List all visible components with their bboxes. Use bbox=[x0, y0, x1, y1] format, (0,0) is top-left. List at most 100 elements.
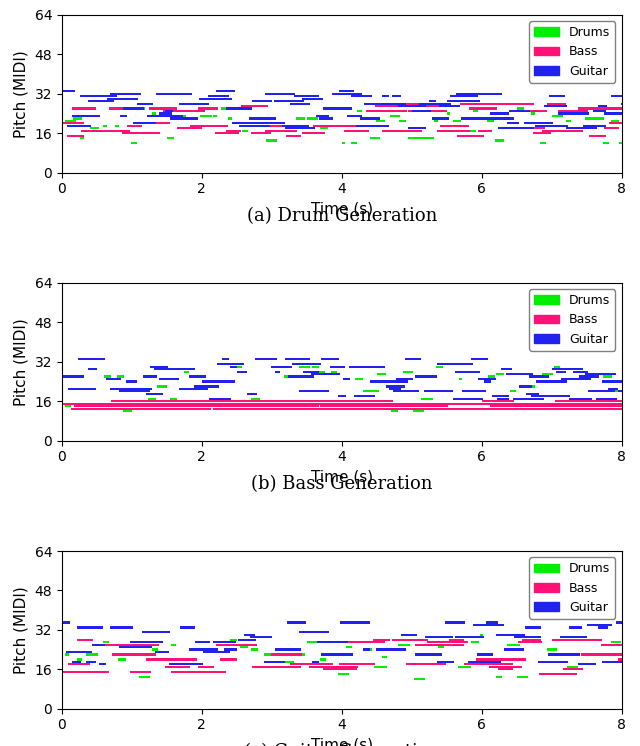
Bar bbox=[307, 641, 321, 643]
Bar bbox=[68, 388, 97, 390]
Bar bbox=[574, 405, 614, 407]
Bar bbox=[200, 115, 212, 117]
Bar bbox=[227, 380, 235, 383]
Bar bbox=[222, 358, 230, 360]
Bar bbox=[389, 388, 401, 390]
Bar bbox=[86, 661, 97, 663]
Bar bbox=[224, 648, 237, 651]
Bar bbox=[290, 102, 310, 104]
Bar bbox=[114, 388, 123, 390]
Bar bbox=[112, 653, 156, 656]
Bar bbox=[477, 378, 496, 380]
Bar bbox=[459, 403, 525, 405]
Bar bbox=[302, 403, 355, 405]
Bar bbox=[266, 140, 277, 142]
Bar bbox=[447, 100, 479, 102]
Bar bbox=[100, 405, 175, 407]
Bar bbox=[106, 378, 121, 380]
Bar bbox=[524, 122, 553, 125]
Bar bbox=[347, 115, 362, 117]
Bar bbox=[143, 375, 157, 377]
Bar bbox=[216, 644, 241, 646]
Bar bbox=[213, 641, 236, 643]
Bar bbox=[408, 403, 462, 405]
Bar bbox=[364, 403, 418, 405]
Bar bbox=[147, 115, 175, 117]
Bar bbox=[120, 390, 150, 392]
Bar bbox=[403, 371, 413, 373]
Bar bbox=[220, 658, 237, 660]
Bar bbox=[528, 639, 538, 641]
Bar bbox=[598, 400, 621, 402]
Bar bbox=[311, 98, 323, 100]
Bar bbox=[179, 388, 208, 390]
Bar bbox=[170, 117, 198, 119]
Bar bbox=[420, 398, 433, 400]
Bar bbox=[507, 644, 520, 646]
Bar bbox=[207, 665, 212, 668]
Bar bbox=[526, 392, 539, 395]
Bar bbox=[175, 115, 183, 117]
Bar bbox=[345, 407, 419, 410]
Bar bbox=[496, 676, 502, 678]
Bar bbox=[288, 375, 314, 377]
Bar bbox=[260, 358, 272, 360]
Bar bbox=[426, 636, 452, 639]
Bar bbox=[67, 125, 91, 127]
Bar bbox=[123, 410, 132, 413]
Bar bbox=[342, 405, 351, 407]
Bar bbox=[510, 390, 515, 392]
Bar bbox=[339, 663, 375, 665]
Bar bbox=[548, 95, 565, 97]
Bar bbox=[611, 95, 621, 97]
Bar bbox=[456, 371, 480, 373]
Bar bbox=[437, 363, 454, 366]
Bar bbox=[588, 403, 621, 405]
Bar bbox=[573, 407, 582, 410]
Bar bbox=[479, 407, 514, 410]
Bar bbox=[432, 117, 449, 119]
Bar bbox=[370, 380, 396, 383]
Bar bbox=[302, 98, 318, 100]
Bar bbox=[237, 405, 319, 407]
Legend: Drums, Bass, Guitar: Drums, Bass, Guitar bbox=[529, 21, 616, 83]
Bar bbox=[104, 375, 111, 377]
Bar bbox=[489, 665, 522, 668]
Bar bbox=[477, 130, 492, 132]
Bar bbox=[319, 658, 326, 660]
Bar bbox=[598, 627, 608, 629]
Bar bbox=[573, 371, 588, 373]
Bar bbox=[354, 641, 372, 643]
Bar bbox=[458, 665, 471, 668]
Bar bbox=[496, 405, 540, 407]
Bar bbox=[396, 102, 421, 104]
Bar bbox=[455, 636, 484, 639]
Bar bbox=[198, 107, 218, 110]
Bar bbox=[339, 90, 355, 93]
Bar bbox=[461, 117, 495, 119]
Bar bbox=[373, 639, 390, 641]
Bar bbox=[166, 378, 179, 380]
Bar bbox=[423, 137, 433, 140]
Bar bbox=[123, 107, 145, 110]
Bar bbox=[194, 386, 220, 388]
Bar bbox=[241, 105, 268, 107]
Bar bbox=[517, 110, 547, 112]
Bar bbox=[568, 405, 621, 407]
Bar bbox=[202, 380, 230, 383]
Bar bbox=[72, 107, 97, 110]
Bar bbox=[179, 102, 209, 104]
Bar bbox=[154, 368, 180, 370]
Bar bbox=[378, 373, 387, 375]
Bar bbox=[195, 641, 210, 643]
Bar bbox=[513, 398, 545, 400]
Bar bbox=[351, 621, 370, 624]
Bar bbox=[320, 405, 375, 407]
Bar bbox=[518, 407, 555, 410]
Bar bbox=[335, 107, 343, 110]
Bar bbox=[194, 127, 202, 129]
Bar bbox=[72, 115, 100, 117]
Bar bbox=[587, 624, 612, 626]
Bar bbox=[264, 653, 271, 656]
Bar bbox=[417, 407, 481, 410]
